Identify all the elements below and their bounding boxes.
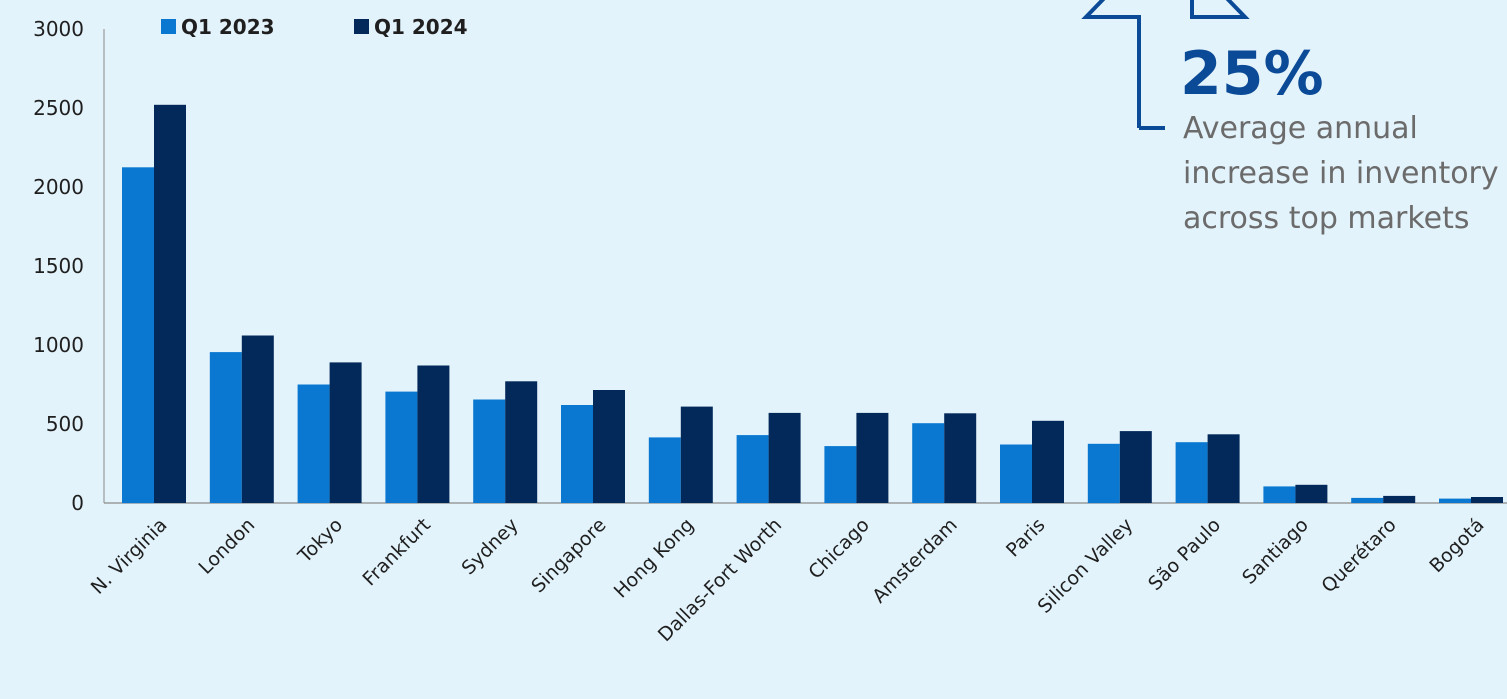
callout-value: 25%: [1180, 39, 1324, 109]
up-arrow-icon: [1081, 0, 1250, 128]
x-category-label: Sydney: [457, 514, 522, 579]
x-category-label: Frankfurt: [359, 514, 435, 590]
bar-q1-2024: [944, 413, 977, 503]
y-axis-ticks: 3000 2500 2000 1500 1000 500 0: [33, 17, 84, 515]
x-axis-categories: N. Virginia London Tokyo Frankfurt Sydney Sin…: [87, 514, 1489, 646]
bars-group: [122, 104, 1503, 504]
bar-q1-2023: [122, 167, 154, 504]
bar-q1-2023: [912, 423, 945, 503]
bar-q1-2024: [505, 381, 538, 503]
x-category-label: London: [195, 514, 260, 579]
bar-q1-2024: [241, 335, 274, 503]
bar-q1-2024: [1207, 434, 1240, 503]
x-category-label: Hong Kong: [610, 514, 699, 603]
bar-q1-2023: [1439, 498, 1471, 503]
x-category-label: Querétaro: [1317, 514, 1400, 597]
bar-q1-2023: [1087, 443, 1120, 504]
bar-q1-2023: [1263, 486, 1296, 503]
y-tick-label: 2000: [33, 175, 84, 199]
bar-q1-2023: [297, 384, 330, 503]
bar-q1-2023: [209, 352, 242, 503]
bar-q1-2024: [1295, 484, 1328, 503]
x-category-label: Chicago: [804, 514, 874, 584]
bar-q1-2023: [736, 435, 769, 503]
x-category-label: Amsterdam: [868, 514, 962, 608]
y-tick-label: 1000: [33, 333, 84, 357]
legend-label-q1-2023: Q1 2023: [181, 15, 275, 39]
bar-q1-2024: [1032, 420, 1064, 503]
bar-q1-2024: [417, 365, 450, 503]
y-tick-label: 500: [46, 412, 84, 436]
bar-q1-2024: [1119, 431, 1152, 503]
bar-q1-2023: [1000, 444, 1032, 503]
bar-q1-2024: [768, 412, 801, 503]
x-category-label: Bogotá: [1425, 514, 1488, 577]
bar-q1-2023: [648, 437, 681, 503]
bar-q1-2024: [329, 362, 362, 503]
callout: 25% Average annual increase in inventory…: [1081, 0, 1499, 236]
bar-q1-2024: [856, 412, 889, 503]
bar-q1-2024: [680, 406, 713, 503]
bar-q1-2023: [473, 399, 506, 503]
y-tick-label: 2500: [33, 96, 84, 120]
callout-line-3: across top markets: [1183, 201, 1470, 236]
x-category-label: Santiago: [1238, 514, 1313, 589]
bar-q1-2024: [1383, 495, 1416, 503]
legend-swatch-q1-2023: [161, 19, 176, 34]
legend-label-q1-2024: Q1 2024: [374, 15, 468, 39]
bar-q1-2023: [561, 405, 593, 503]
x-category-label: Singapore: [527, 514, 610, 597]
legend-swatch-q1-2024: [354, 19, 369, 34]
bar-q1-2024: [154, 104, 186, 504]
bar-q1-2023: [1175, 442, 1208, 503]
callout-line-1: Average annual: [1183, 111, 1418, 146]
x-category-label: Paris: [1002, 514, 1050, 562]
y-tick-label: 1500: [33, 254, 84, 278]
bar-q1-2024: [593, 390, 625, 503]
x-category-label: São Paulo: [1144, 514, 1225, 595]
bar-q1-2023: [1351, 497, 1384, 503]
bar-q1-2023: [824, 446, 857, 503]
x-category-label: Tokyo: [293, 514, 347, 568]
legend: Q1 2023 Q1 2024: [161, 15, 468, 39]
y-tick-label: 0: [71, 491, 84, 515]
callout-line-2: increase in inventory: [1183, 156, 1499, 191]
bar-q1-2024: [1471, 497, 1503, 503]
x-category-label: N. Virginia: [87, 514, 172, 599]
bar-q1-2023: [385, 391, 418, 503]
y-tick-label: 3000: [33, 17, 84, 41]
